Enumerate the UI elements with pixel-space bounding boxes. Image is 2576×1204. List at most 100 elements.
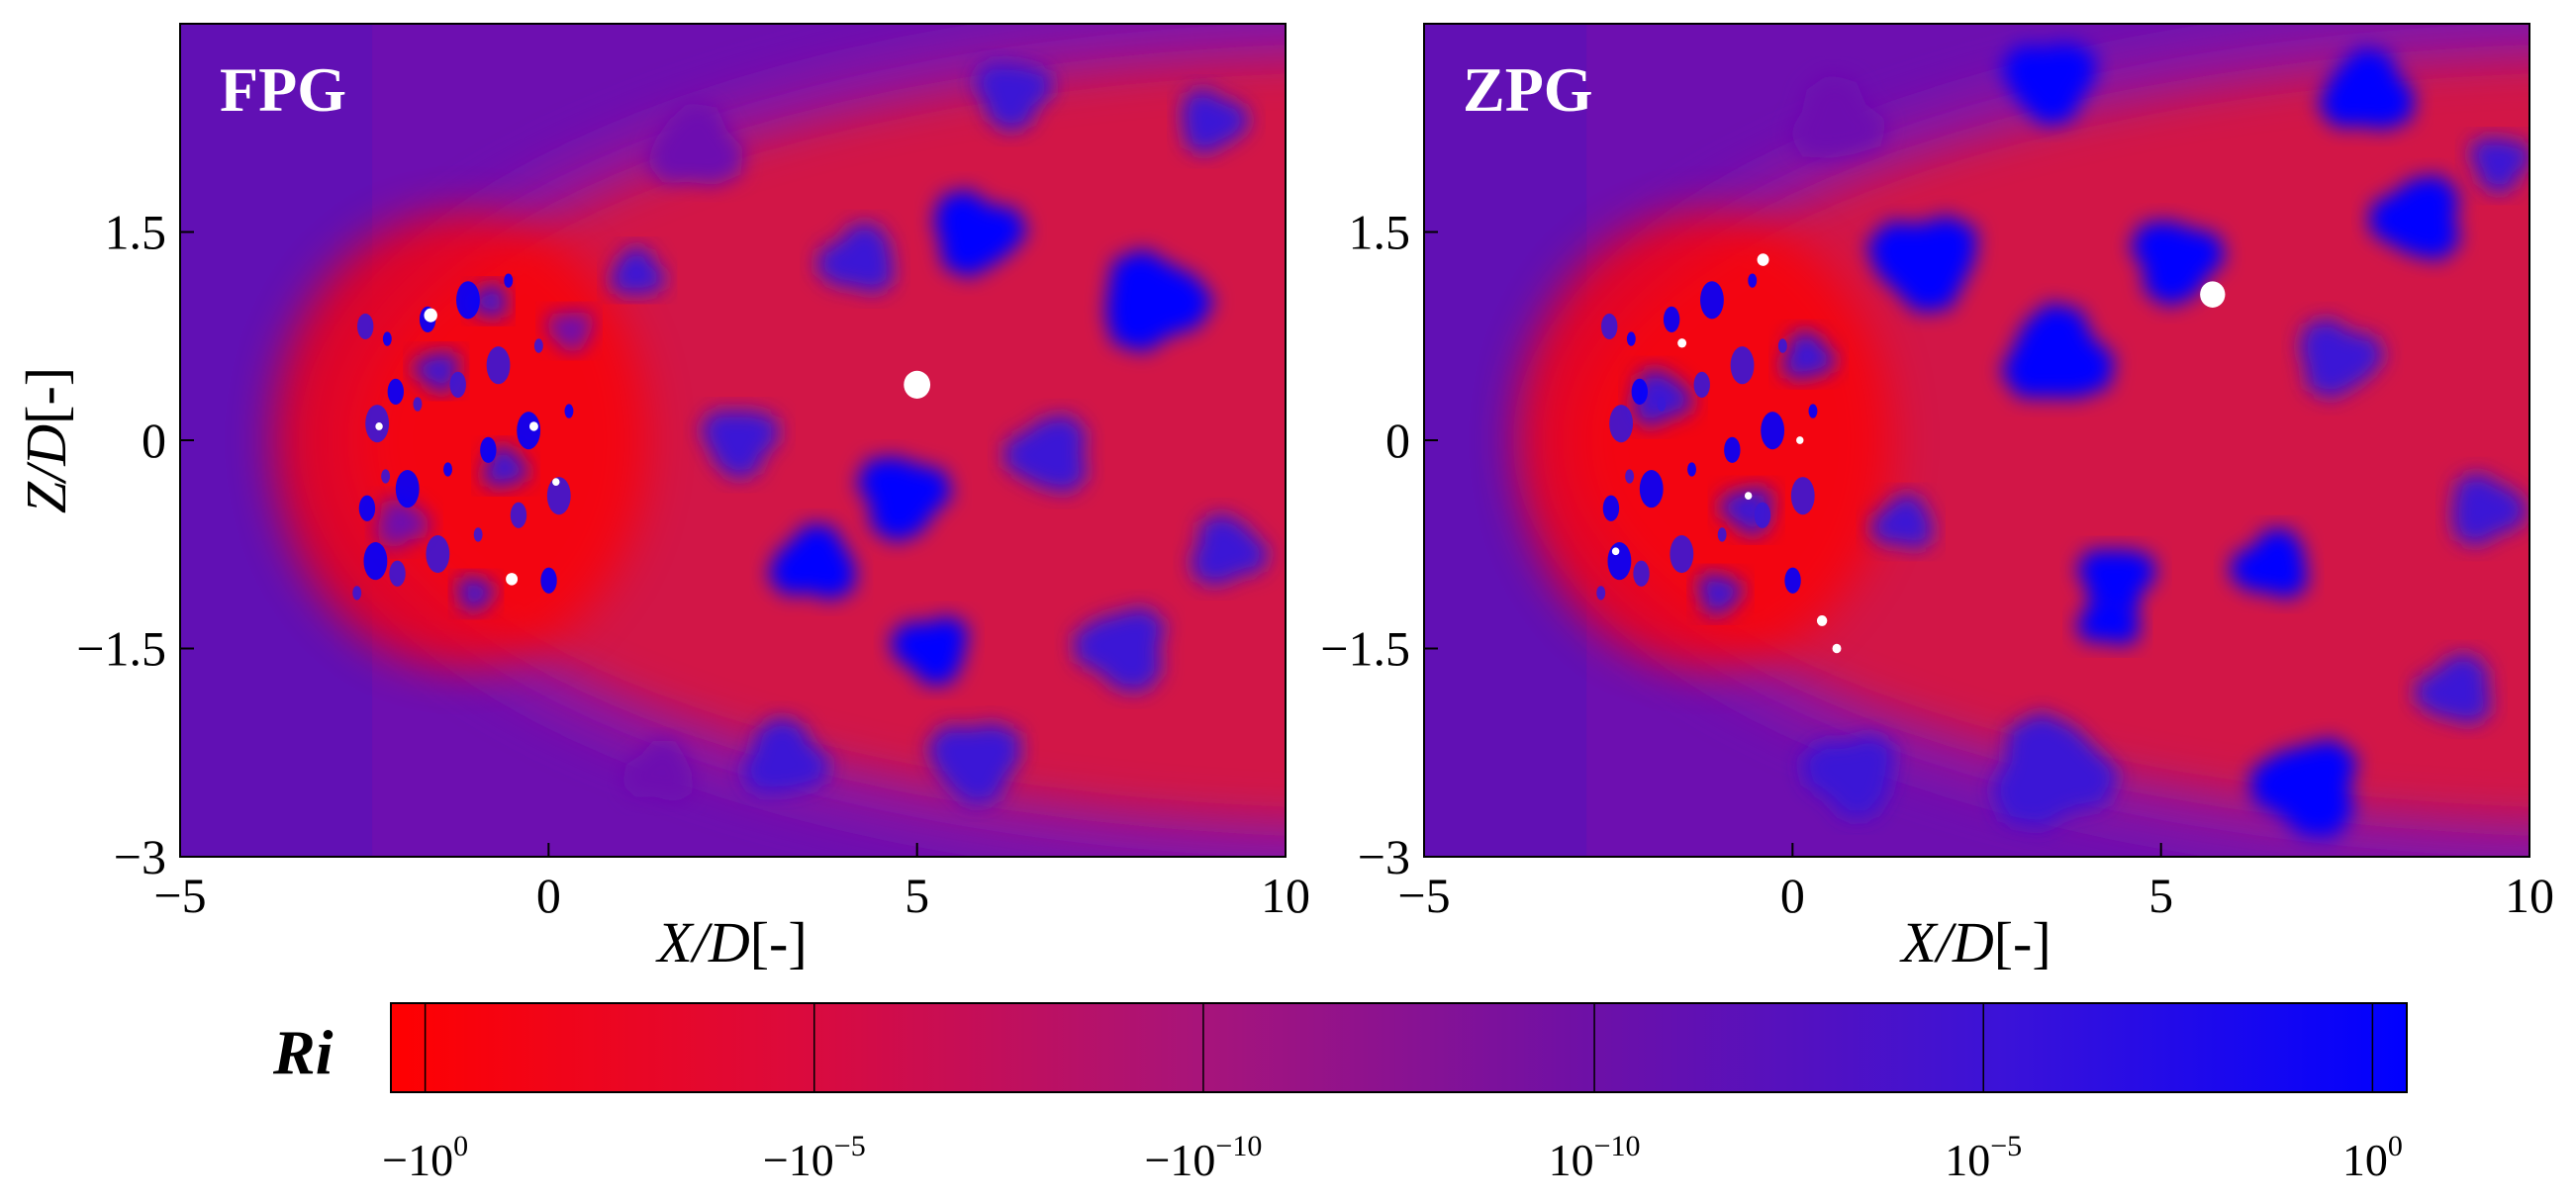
fpg-x-axis-label: X/D[-] bbox=[655, 910, 807, 974]
colorbar-label-base: 10 bbox=[1549, 1135, 1594, 1185]
colorbar-label-base: −10 bbox=[382, 1135, 453, 1185]
turbulent-speck bbox=[540, 567, 557, 594]
colorbar-tick-label: −100 bbox=[382, 1130, 468, 1185]
ri-blob bbox=[1788, 73, 1888, 158]
zpg-x-label-unit: [-] bbox=[1994, 910, 2051, 974]
turbulent-speck bbox=[1607, 542, 1632, 581]
turbulent-speck bbox=[546, 477, 571, 515]
ri-blob bbox=[2000, 42, 2096, 126]
y-tick-label: 1.5 bbox=[105, 205, 167, 260]
ri-blob bbox=[1105, 248, 1215, 353]
undefined-hole bbox=[375, 422, 383, 430]
ri-blob bbox=[2249, 738, 2359, 838]
x-tick-label: 0 bbox=[1780, 868, 1805, 923]
colorbar-label-base: −10 bbox=[1144, 1135, 1215, 1185]
ri-blob bbox=[2000, 302, 2116, 399]
ri-blob bbox=[608, 245, 666, 295]
turbulent-speck bbox=[1657, 397, 1667, 412]
colorbar-label-base: 10 bbox=[1945, 1135, 1990, 1185]
turbulent-speck bbox=[486, 346, 511, 385]
turbulent-speck bbox=[564, 404, 574, 418]
turbulent-speck bbox=[510, 502, 527, 528]
undefined-hole bbox=[506, 573, 519, 586]
turbulent-speck bbox=[1761, 412, 1785, 450]
ri-blob bbox=[2075, 590, 2141, 647]
ri-blob bbox=[1696, 572, 1745, 617]
turbulent-speck bbox=[1626, 331, 1636, 346]
fpg-y-axis-ticks: −3 −1.5 0 1.5 bbox=[76, 205, 194, 884]
near-field-core bbox=[271, 213, 648, 668]
zpg-x-axis-ticks: −5 0 5 10 bbox=[1397, 843, 2554, 923]
x-tick-label: 5 bbox=[2148, 868, 2173, 923]
undefined-hole bbox=[2200, 281, 2226, 308]
turbulent-speck bbox=[1777, 338, 1787, 353]
colorbar-tick-label: −10−5 bbox=[763, 1130, 866, 1185]
undefined-hole bbox=[552, 478, 560, 487]
ri-blob bbox=[2369, 174, 2461, 261]
turbulent-speck bbox=[381, 469, 391, 484]
undefined-hole bbox=[1611, 547, 1620, 556]
ri-blob bbox=[1631, 367, 1695, 427]
turbulent-speck bbox=[1808, 404, 1818, 418]
turbulent-speck bbox=[1724, 436, 1741, 463]
turbulent-speck bbox=[1625, 469, 1635, 484]
turbulent-speck bbox=[389, 560, 406, 587]
turbulent-speck bbox=[1687, 462, 1697, 477]
turbulent-speck bbox=[357, 313, 374, 340]
ri-blob bbox=[2129, 220, 2227, 308]
y-tick-label: 1.5 bbox=[1349, 205, 1411, 260]
ri-blob bbox=[645, 102, 744, 186]
ri-blob bbox=[1003, 414, 1089, 494]
y-tick-label: 0 bbox=[1385, 413, 1410, 468]
ri-blob bbox=[855, 456, 953, 543]
x-tick-label: −5 bbox=[153, 868, 206, 923]
ri-blob bbox=[1181, 87, 1252, 155]
turbulent-speck bbox=[1784, 567, 1801, 594]
colorbar-label-exponent: −5 bbox=[834, 1130, 866, 1162]
colorbar-label-exponent: 0 bbox=[2388, 1130, 2403, 1162]
fpg-panel: FPG −5 0 5 10 −3−1.501.5 X/D[-] Z/D[-] bbox=[14, 23, 1310, 974]
bow-inner-region bbox=[1576, 58, 2529, 822]
turbulent-speck bbox=[352, 586, 362, 601]
ri-blob bbox=[740, 716, 831, 794]
fpg-contour-plot bbox=[180, 24, 1286, 857]
ri-blob bbox=[932, 189, 1029, 279]
bow-inner-region bbox=[362, 58, 1286, 822]
ri-blob bbox=[1189, 511, 1271, 586]
undefined-hole bbox=[528, 421, 538, 431]
zpg-y-axis-ticks: −3 −1.5 0 1.5 bbox=[1320, 205, 1438, 884]
zpg-panel: ZPG −5 0 5 10 −3 −1.5 0 1.5 X/D[-] bbox=[1320, 23, 2554, 974]
turbulent-speck bbox=[363, 542, 388, 581]
turbulent-speck bbox=[358, 495, 376, 521]
fpg-panel-title: FPG bbox=[220, 54, 346, 125]
fpg-x-label-unit: [-] bbox=[750, 910, 808, 974]
x-tick-label: 5 bbox=[905, 868, 929, 923]
ri-blob bbox=[2451, 472, 2529, 547]
ri-blob bbox=[972, 62, 1054, 133]
undefined-hole bbox=[1677, 338, 1687, 348]
ri-blob bbox=[1073, 605, 1167, 693]
colorbar-dividers bbox=[424, 1003, 2374, 1092]
turbulent-speck bbox=[533, 338, 543, 353]
turbulent-speck bbox=[1748, 273, 1758, 288]
ri-blob bbox=[889, 614, 969, 686]
turbulent-speck bbox=[1693, 371, 1710, 398]
x-tick-label: 10 bbox=[1261, 868, 1310, 923]
ri-blob bbox=[468, 283, 508, 320]
turbulent-speck bbox=[480, 436, 497, 463]
ri-blob bbox=[2414, 654, 2492, 725]
y-tick-label: −1.5 bbox=[1320, 621, 1410, 677]
colorbar-label-exponent: −5 bbox=[1990, 1130, 2022, 1162]
turbulent-speck bbox=[1663, 306, 1680, 333]
turbulent-speck bbox=[1790, 477, 1815, 515]
undefined-hole bbox=[1816, 614, 1828, 626]
colorbar-tick-label: −10−10 bbox=[1144, 1130, 1262, 1185]
turbulent-speck bbox=[387, 378, 405, 405]
ri-blob bbox=[376, 496, 432, 549]
undefined-hole bbox=[1796, 436, 1804, 444]
ri-blob bbox=[1800, 733, 1896, 818]
zpg-contour-plot bbox=[1424, 24, 2529, 857]
ri-blob bbox=[767, 523, 856, 602]
turbulent-speck bbox=[1631, 378, 1649, 405]
turbulent-speck bbox=[449, 371, 466, 398]
